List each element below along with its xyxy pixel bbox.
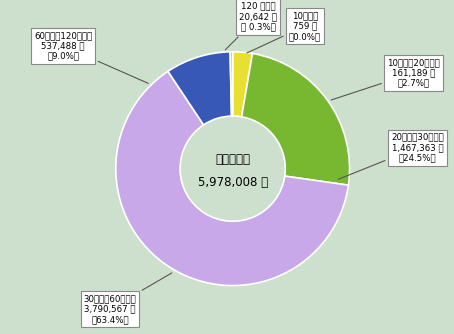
Text: 60分以上120分未満
537,488 人
（9.0%）: 60分以上120分未満 537,488 人 （9.0%） [34,31,148,84]
Wedge shape [116,71,348,286]
Text: 10分未満
759 人
（0.0%）: 10分未満 759 人 （0.0%） [247,11,321,53]
Text: 30分以上60分未満
3,790,567 人
（63.4%）: 30分以上60分未満 3,790,567 人 （63.4%） [84,273,172,324]
Text: 全搬送人員: 全搬送人員 [215,153,250,166]
Text: 10分以上20分未満
161,189 人
（2.7%）: 10分以上20分未満 161,189 人 （2.7%） [331,58,440,100]
Text: 120 分以上
20,642 人
（ 0.3%）: 120 分以上 20,642 人 （ 0.3%） [225,2,277,50]
Text: 20分以上30分未満
1,467,363 人
（24.5%）: 20分以上30分未満 1,467,363 人 （24.5%） [338,133,444,179]
Wedge shape [242,53,350,185]
Wedge shape [168,52,232,125]
Text: 5,978,008 人: 5,978,008 人 [197,176,268,189]
Wedge shape [230,52,233,116]
Wedge shape [233,52,252,117]
